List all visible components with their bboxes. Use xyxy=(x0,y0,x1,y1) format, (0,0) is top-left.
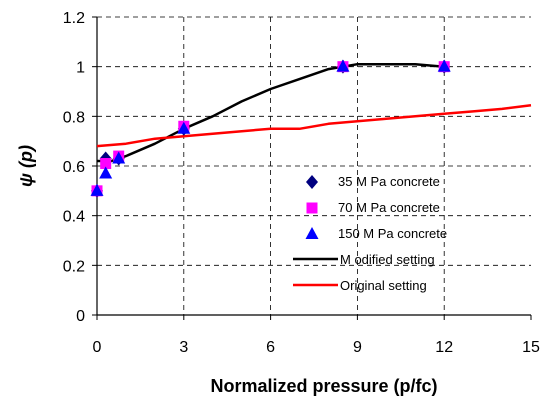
data-point xyxy=(100,158,112,170)
data-point xyxy=(437,59,451,72)
axes xyxy=(92,16,532,320)
legend: 35 M Pa concrete 70 M Pa concrete 150 M Pa… xyxy=(293,174,447,293)
y-tick-label: 0.6 xyxy=(63,159,85,176)
x-tick-label: 9 xyxy=(353,339,362,356)
series-markers xyxy=(90,59,451,198)
series-line xyxy=(97,62,445,163)
y-axis-title: ψ (p) xyxy=(16,145,36,187)
x-tick-label: 0 xyxy=(93,339,102,356)
x-tick-label: 15 xyxy=(522,339,540,356)
legend-symbol xyxy=(306,175,318,189)
x-tick-label: 6 xyxy=(266,339,275,356)
series-lines xyxy=(96,62,532,163)
y-tick-label: 1.2 xyxy=(63,10,85,27)
x-tick-label: 12 xyxy=(435,339,453,356)
y-tick-label: 0.4 xyxy=(63,209,85,226)
y-tick-label: 0.8 xyxy=(63,109,85,126)
data-point xyxy=(99,166,113,179)
legend-label: 70 M Pa concrete xyxy=(338,200,440,215)
legend-label: Original setting xyxy=(340,278,427,293)
tick-labels: 0 0.2 0.4 0.6 0.8 1 1.2 0 3 6 9 12 15 xyxy=(63,10,540,356)
y-tick-label: 0 xyxy=(76,308,85,325)
data-point xyxy=(112,151,126,164)
y-tick-label: 1 xyxy=(76,60,85,77)
legend-symbol xyxy=(306,202,318,214)
data-point xyxy=(90,183,104,196)
y-tick-label: 0.2 xyxy=(63,258,85,275)
legend-label: M odified setting xyxy=(340,252,435,267)
x-axis-title: Normalized pressure (p/fc) xyxy=(210,376,437,396)
legend-symbol xyxy=(305,227,319,239)
legend-label: 35 M Pa concrete xyxy=(338,174,440,189)
data-point xyxy=(336,59,350,72)
x-tick-label: 3 xyxy=(179,339,188,356)
legend-label: 150 M Pa concrete xyxy=(338,226,447,241)
data-point xyxy=(177,121,191,134)
series-line xyxy=(96,103,532,148)
